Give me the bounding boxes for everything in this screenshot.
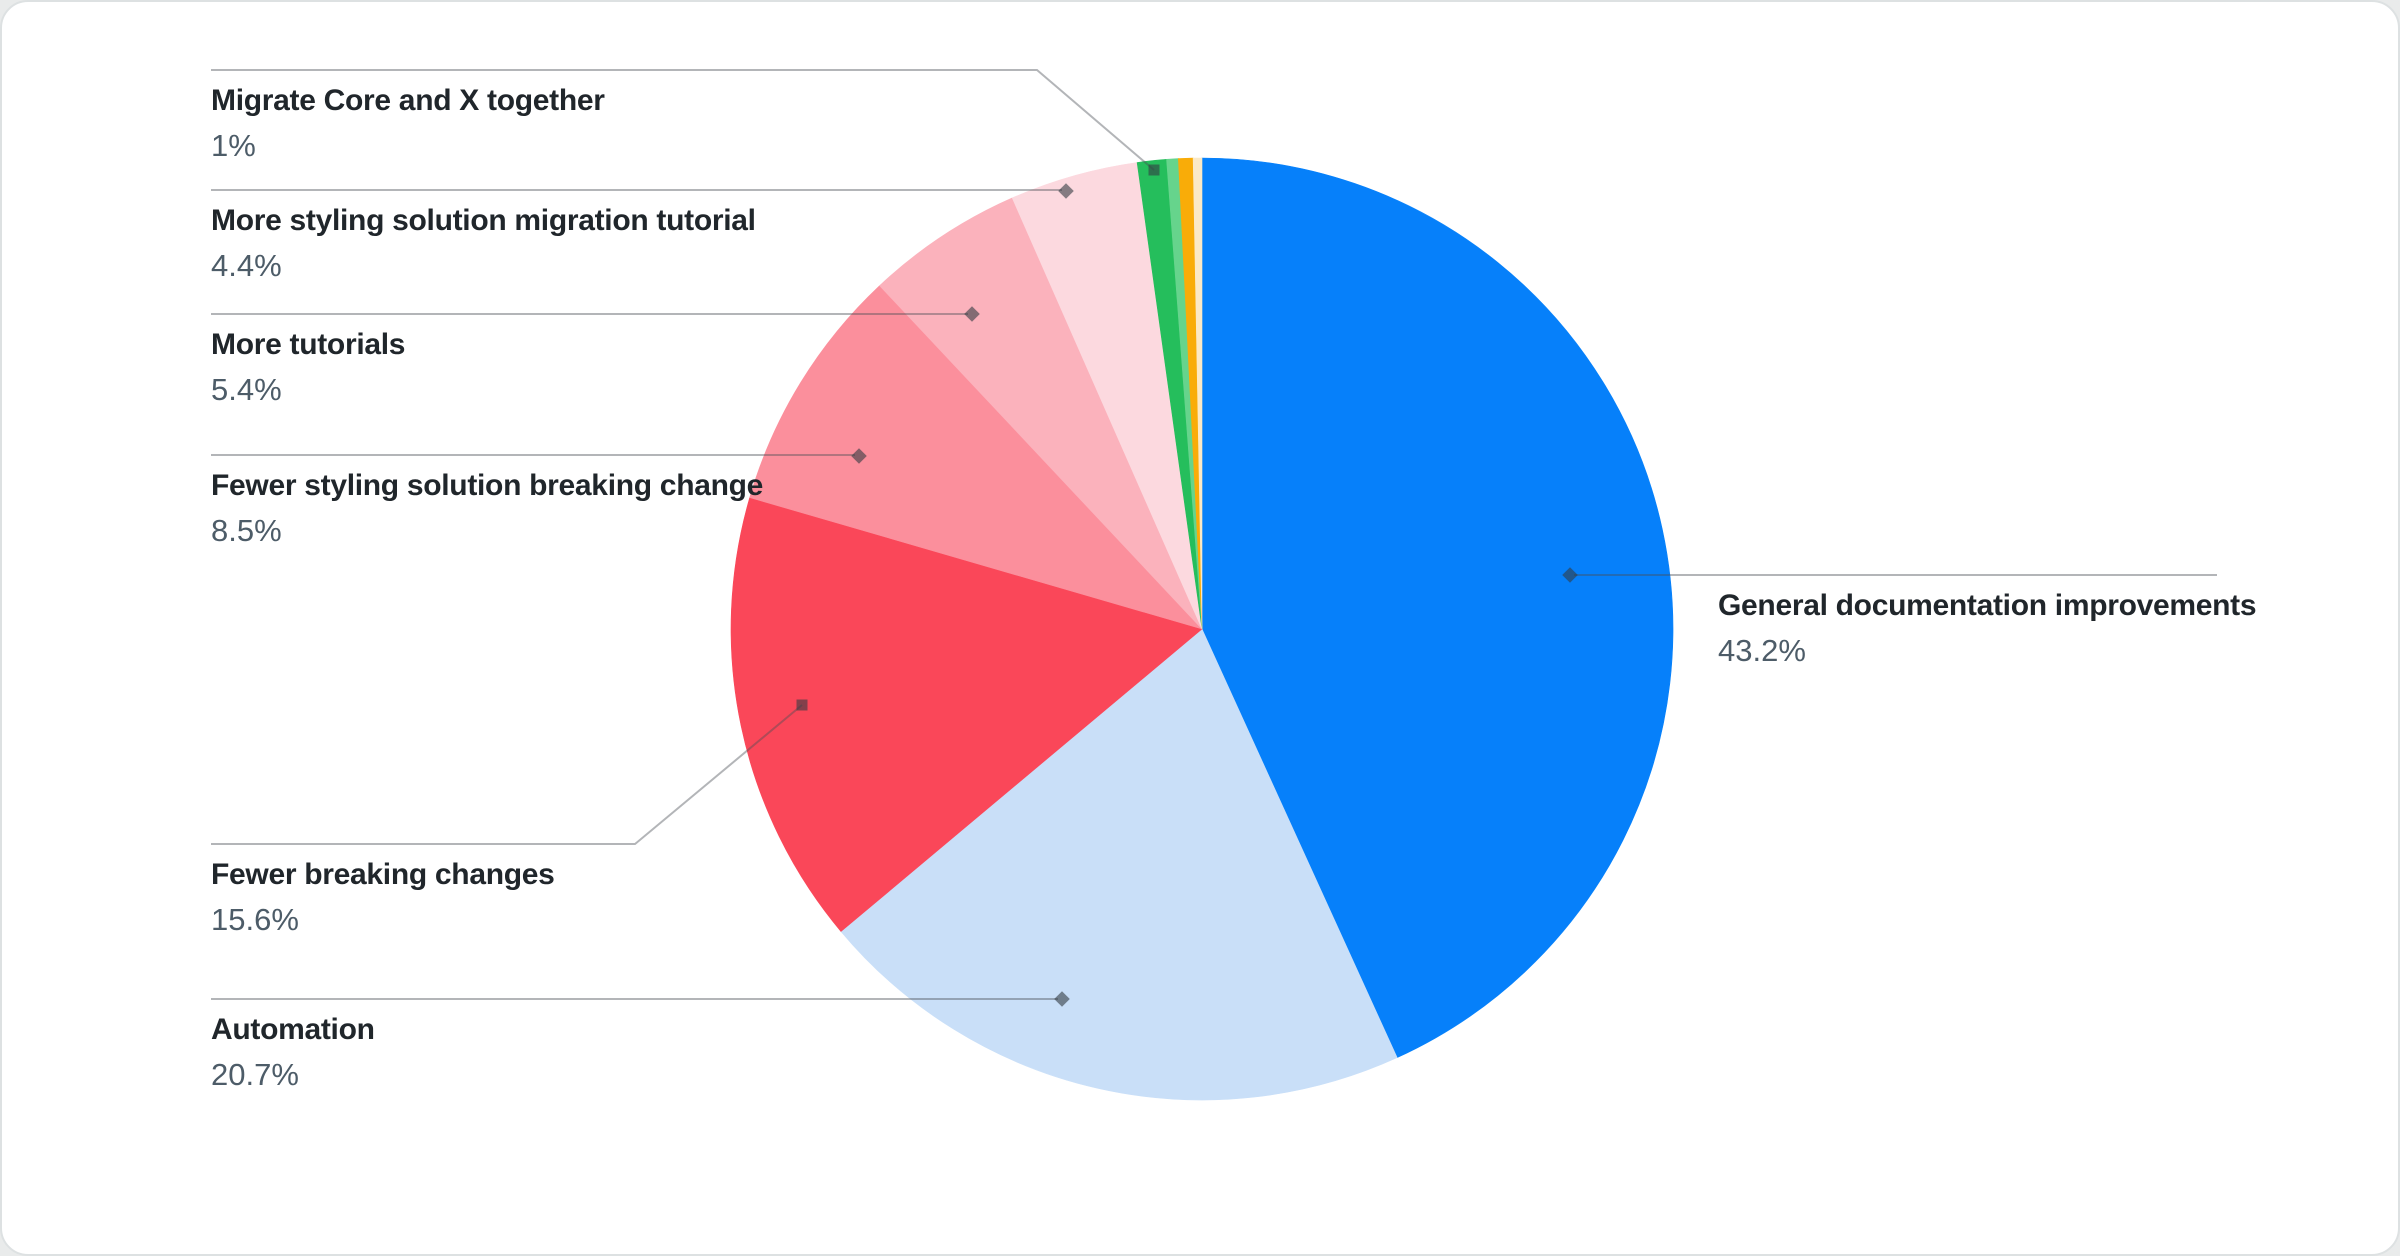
pie-slice-automation[interactable] <box>840 628 1398 1101</box>
callout-value-migrate-core-and-x-together: 1% <box>211 128 256 163</box>
leader-marker-fewer-breaking-changes <box>796 699 808 711</box>
callout-general-documentation-improvements: General documentation improvements 43.2% <box>1718 589 2257 668</box>
leader-marker-migrate-core-and-x-together <box>1148 164 1160 176</box>
callout-label-more-styling-solution-migration-tutorial: More styling solution migration tutorial <box>211 204 756 237</box>
callout-more-styling-solution-migration-tutorial: More styling solution migration tutorial… <box>211 204 756 283</box>
leader-lines <box>211 69 2217 1007</box>
pie-slice-more-tutorials[interactable] <box>879 197 1203 630</box>
callout-fewer-breaking-changes: Fewer breaking changes 15.6% <box>211 858 555 937</box>
callout-more-tutorials: More tutorials 5.4% <box>211 328 406 407</box>
callout-label-automation: Automation <box>211 1013 375 1046</box>
callout-value-automation: 20.7% <box>211 1057 299 1092</box>
leader-marker-general-documentation-improvements <box>1562 567 1578 583</box>
callout-value-more-styling-solution-migration-tutorial: 4.4% <box>211 248 282 283</box>
callout-label-fewer-styling-solution-breaking-change: Fewer styling solution breaking change <box>211 469 764 502</box>
leader-line-migrate-core-and-x-together <box>211 69 1155 171</box>
pie-slice-fewer-styling-solution-breaking-change[interactable] <box>749 285 1203 630</box>
callout-label-migrate-core-and-x-together: Migrate Core and X together <box>211 84 605 117</box>
callout-fewer-styling-solution-breaking-change: Fewer styling solution breaking change 8.… <box>211 469 764 548</box>
leader-marker-automation <box>1054 991 1070 1007</box>
leader-marker-more-styling-solution-migration-tutorial <box>1058 183 1074 199</box>
callout-migrate-core-and-x-together: Migrate Core and X together 1% <box>211 84 605 163</box>
callout-automation: Automation 20.7% <box>211 1013 375 1092</box>
pie-slices <box>730 157 1674 1101</box>
callout-value-fewer-styling-solution-breaking-change: 8.5% <box>211 513 282 548</box>
callout-label-more-tutorials: More tutorials <box>211 328 406 361</box>
pie-slice-unlabeled-sliver-cream[interactable] <box>1192 157 1203 630</box>
callout-value-general-documentation-improvements: 43.2% <box>1718 633 1806 668</box>
callout-value-fewer-breaking-changes: 15.6% <box>211 902 299 937</box>
callout-value-more-tutorials: 5.4% <box>211 372 282 407</box>
pie-slice-fewer-breaking-changes[interactable] <box>730 497 1203 932</box>
leader-line-fewer-breaking-changes <box>211 704 803 845</box>
callout-label-fewer-breaking-changes: Fewer breaking changes <box>211 858 555 891</box>
pie-slice-general-documentation-improvements[interactable] <box>1201 157 1674 1059</box>
callout-label-general-documentation-improvements: General documentation improvements <box>1718 589 2257 622</box>
